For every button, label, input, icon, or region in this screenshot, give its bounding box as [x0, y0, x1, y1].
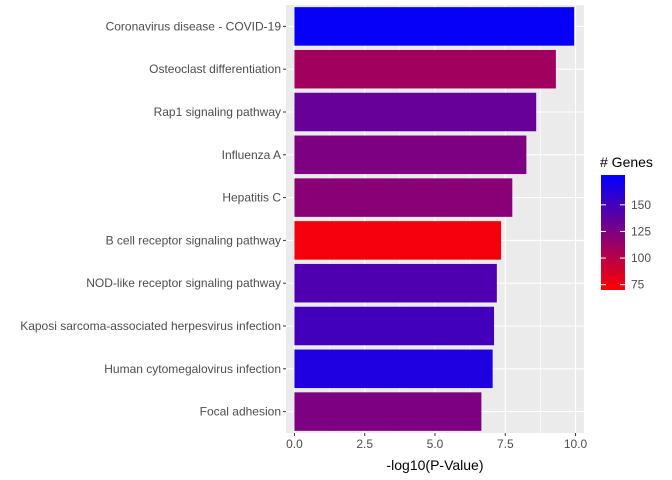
y-tick-label: Hepatitis C [222, 191, 281, 205]
x-tick-label: 5.0 [427, 437, 444, 451]
y-tick-label: NOD-like receptor signaling pathway [86, 276, 281, 290]
x-tick-label: 2.5 [356, 437, 373, 451]
legend-tick-label: 150 [631, 198, 651, 212]
bar [294, 178, 513, 217]
y-tick-label: Coronavirus disease - COVID-19 [106, 19, 282, 33]
bar [294, 221, 502, 260]
bars [294, 7, 575, 431]
bar [294, 7, 575, 46]
x-tick-label: 7.5 [497, 437, 514, 451]
bar [294, 135, 527, 175]
bar [294, 349, 493, 389]
y-tick-label: Human cytomegalovirus infection [104, 362, 281, 376]
x-axis: 0.0 2.5 5.0 7.5 10.0 [286, 433, 588, 451]
bar [294, 392, 482, 431]
y-tick-label: Osteoclast differentiation [149, 62, 281, 76]
y-tick-label: Rap1 signaling pathway [154, 105, 281, 119]
x-tick-label: 10.0 [564, 437, 588, 451]
legend-tick-label: 75 [631, 278, 645, 292]
bar [294, 263, 497, 303]
bar [294, 92, 537, 132]
x-tick-label: 0.0 [286, 437, 303, 451]
y-tick-label: Influenza A [222, 148, 281, 162]
legend-ticks: 75 100 125 150 [601, 198, 651, 292]
bar [294, 306, 495, 346]
legend-colorbar [601, 175, 625, 290]
y-tick-label: Focal adhesion [200, 405, 281, 419]
legend-title: # Genes [600, 154, 653, 170]
legend-tick-label: 125 [631, 224, 651, 238]
legend-tick-label: 100 [631, 251, 651, 265]
legend: # Genes 75 100 125 150 [600, 154, 653, 292]
y-tick-label: B cell receptor signaling pathway [106, 233, 281, 247]
y-axis: Coronavirus disease - COVID-19 Osteoclast… [20, 19, 286, 419]
x-axis-title: -log10(P-Value) [386, 457, 483, 473]
y-tick-label: Kaposi sarcoma-associated herpesvirus in… [20, 319, 281, 333]
bar [294, 49, 556, 89]
